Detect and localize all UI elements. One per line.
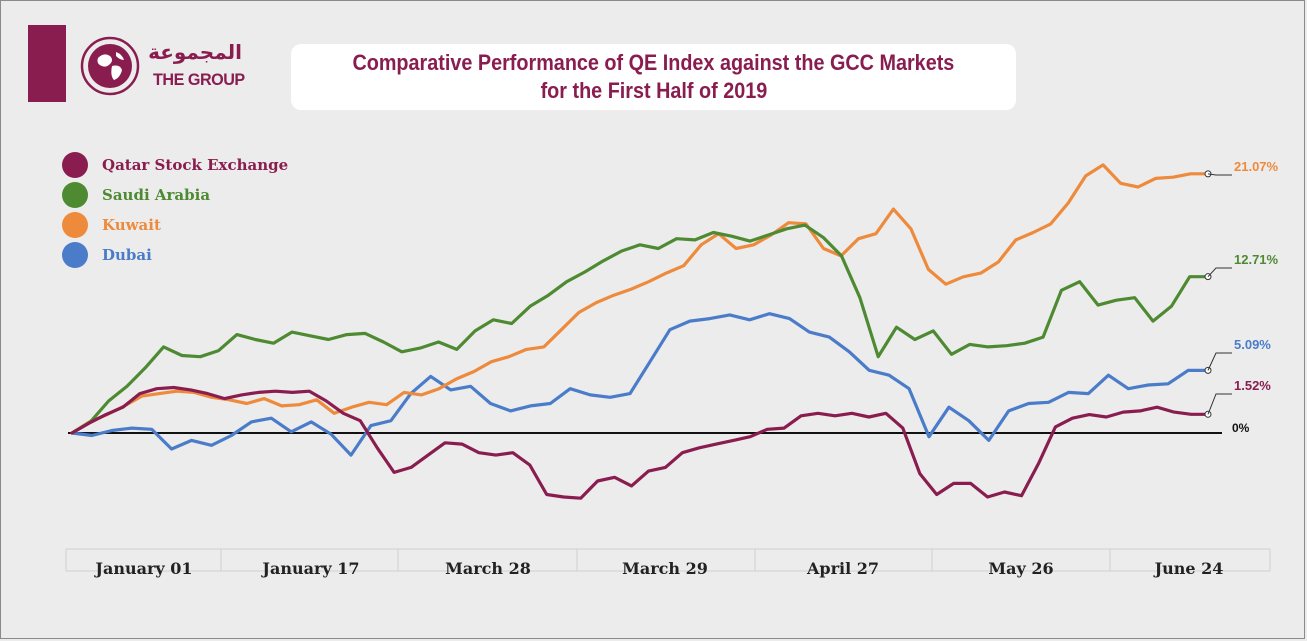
brand-color-bar [28,25,66,102]
series-end-leader [1207,173,1232,176]
x-tick-label: January 01 [93,559,192,578]
series-end-label: 12.71% [1234,252,1279,267]
series-end-leader [1207,267,1232,278]
series-line [70,163,1210,435]
legend-dot-saudi [62,182,88,208]
series-end-leader [1207,352,1232,371]
zero-baseline-label: 0% [1232,421,1250,435]
chart-title-line-2: for the First Half of 2019 [540,78,767,103]
series-line [70,385,1210,500]
series-line [70,223,1210,435]
x-tick-label: March 28 [445,559,531,578]
x-tick-label: April 27 [806,559,879,578]
x-tick-label: May 26 [988,559,1053,578]
series-line [70,312,1210,457]
chart-title-line-1: Comparative Performance of QE Index agai… [352,50,955,75]
series-end-label: 5.09% [1234,337,1271,352]
legend-item-qatar: Qatar Stock Exchange [62,150,288,180]
legend-item-saudi: Saudi Arabia [62,180,288,210]
x-tick-label: March 29 [622,559,708,578]
legend-label-saudi: Saudi Arabia [102,186,211,204]
legend-label-kuwait: Kuwait [102,216,161,234]
legend-label-dubai: Dubai [102,246,152,264]
legend-dot-qatar [62,152,88,178]
legend-dot-dubai [62,242,88,268]
x-tick-label: January 17 [260,559,359,578]
series-end-leader [1207,393,1232,415]
globe-logo-icon [80,36,140,96]
legend-item-dubai: Dubai [62,240,288,270]
brand-arabic-name: المجموعة [148,40,242,64]
series-end-label: 1.52% [1234,378,1271,393]
brand-english-name: THE GROUP [153,70,245,89]
x-tick-label: June 24 [1153,559,1224,578]
legend-item-kuwait: Kuwait [62,210,288,240]
chart-title-box: Comparative Performance of QE Index agai… [291,44,1016,110]
chart-legend: Qatar Stock Exchange Saudi Arabia Kuwait… [62,150,288,270]
series-end-label: 21.07% [1234,159,1279,174]
legend-dot-kuwait [62,212,88,238]
legend-label-qatar: Qatar Stock Exchange [102,156,289,174]
